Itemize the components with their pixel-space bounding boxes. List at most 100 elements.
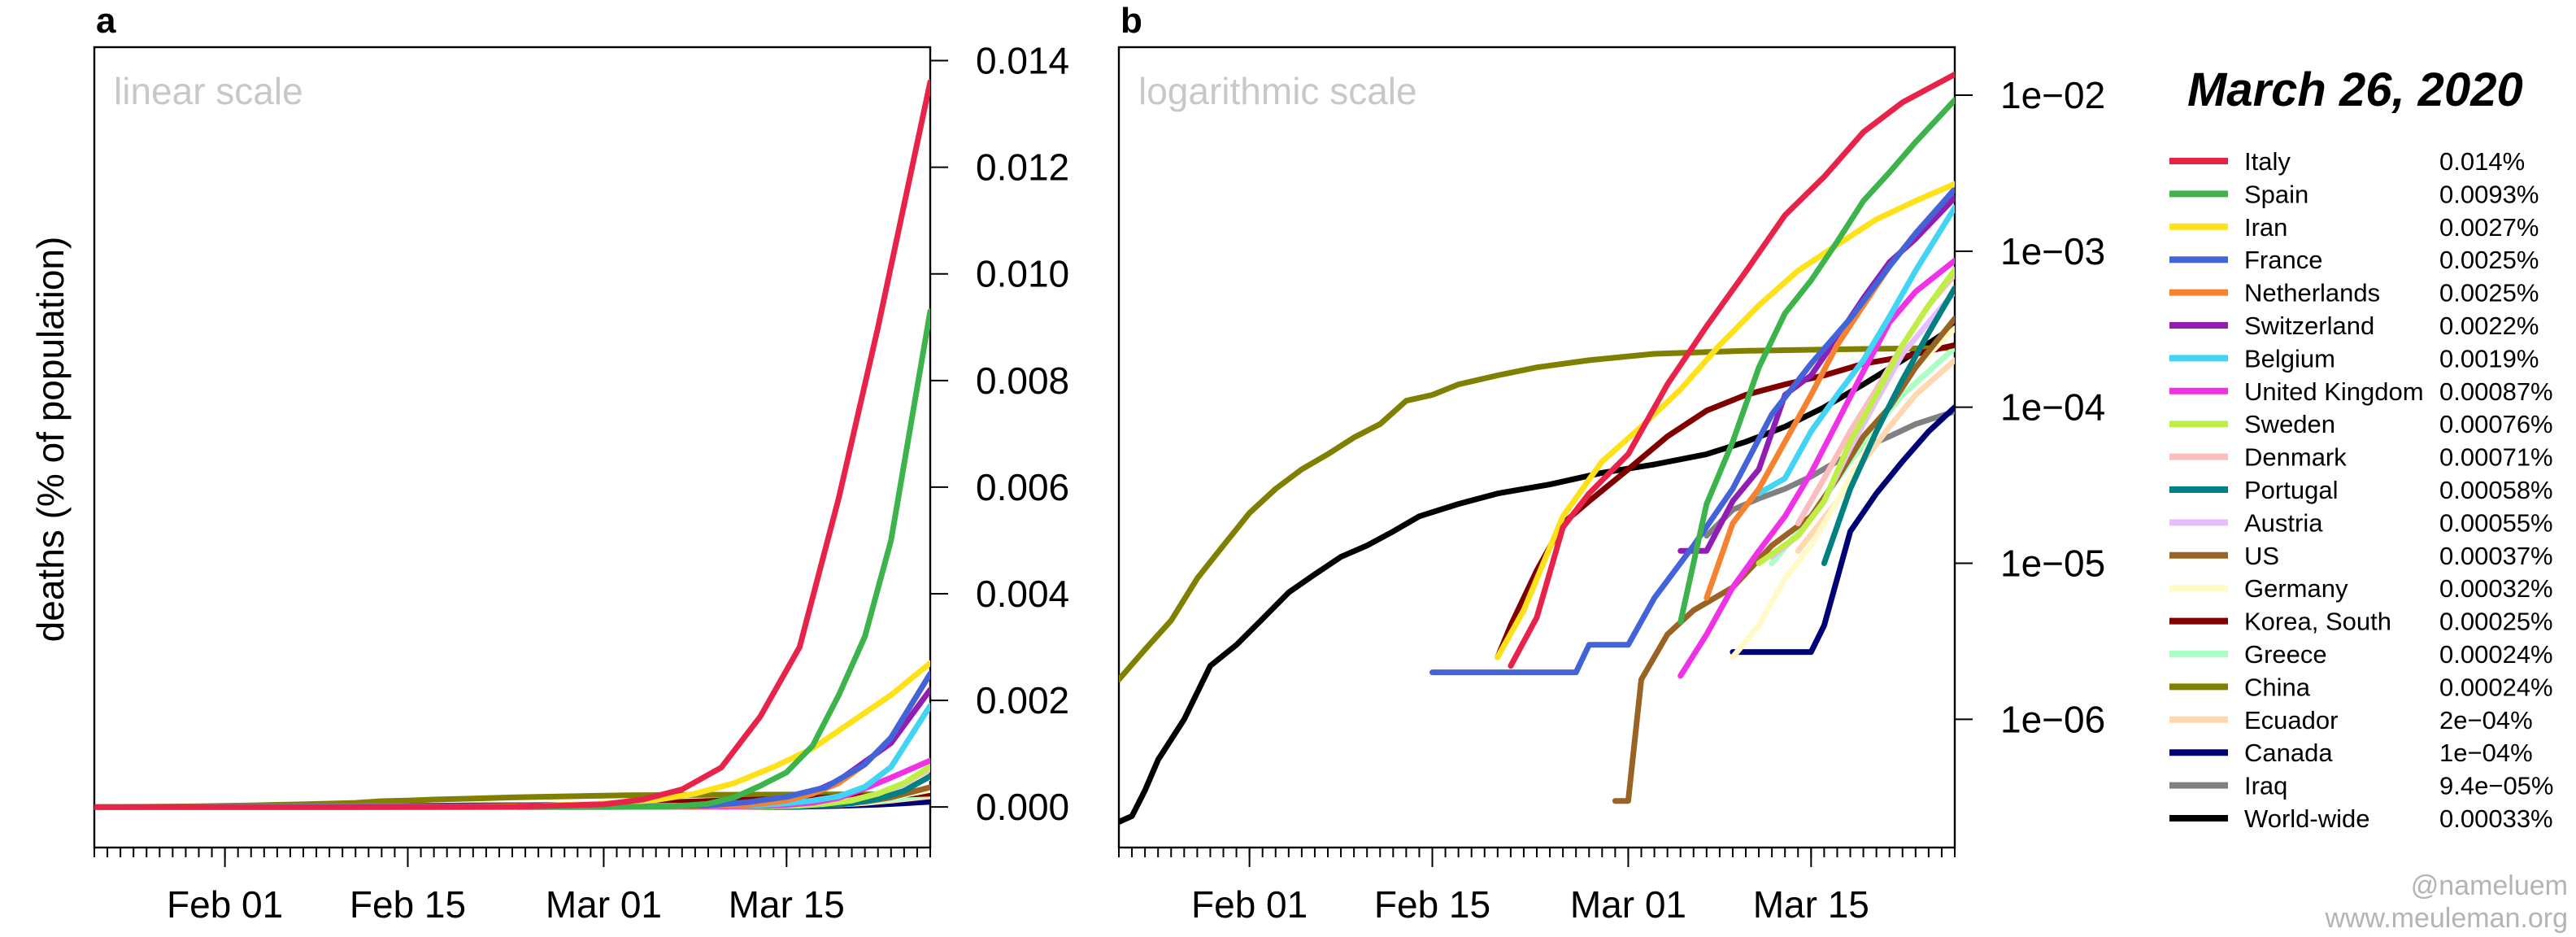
panel-letter-b: b <box>1120 1 1142 41</box>
y-tick-label: 1e−03 <box>2000 230 2105 272</box>
panel-letter-a: a <box>96 1 116 41</box>
x-tick-label: Feb 15 <box>1374 883 1490 926</box>
legend-label-germany: Germany <box>2244 574 2348 603</box>
series-line-portugal <box>1821 285 1955 566</box>
series-line-belgium <box>1756 204 1955 497</box>
panel-a-scale-label: linear scale <box>114 70 303 112</box>
legend-value-china: 0.00024% <box>2439 673 2553 701</box>
y-tick-label: 1e−06 <box>2000 698 2105 740</box>
series-line-netherlands <box>94 670 930 810</box>
legend-value-netherlands: 0.0025% <box>2439 279 2539 307</box>
y-axis-label: deaths (% of population) <box>29 237 72 643</box>
y-tick-label: 0.010 <box>976 253 1069 295</box>
legend-value-portugal: 0.00058% <box>2439 476 2553 504</box>
x-tick-label: Mar 15 <box>1753 883 1869 926</box>
series-line-france <box>94 670 930 810</box>
x-tick-label: Mar 15 <box>729 883 845 926</box>
legend-label-world-wide: World-wide <box>2244 804 2369 833</box>
series-line-france <box>1429 186 1955 676</box>
legend-items: Italy 0.014% Spain 0.0093% Iran 0.0027% France… <box>2169 147 2553 833</box>
series-line-world-wide <box>1119 323 1955 825</box>
legend: March 26, 2020 Italy 0.014% Spain 0.0093% Ir… <box>2169 63 2553 833</box>
legend-value-france: 0.0025% <box>2439 246 2539 274</box>
legend-label-italy: Italy <box>2244 147 2291 176</box>
series-line-italy <box>94 79 930 810</box>
series-line-iran <box>94 660 930 810</box>
legend-label-portugal: Portugal <box>2244 476 2338 504</box>
y-tick-label: 0.004 <box>976 573 1069 615</box>
legend-label-sweden: Sweden <box>2244 410 2335 438</box>
y-tick-label: 0.006 <box>976 466 1069 508</box>
y-tick-label: 0.002 <box>976 679 1069 721</box>
legend-label-denmark: Denmark <box>2244 443 2347 472</box>
legend-label-france: France <box>2244 246 2322 274</box>
panel-b-y-axis: 1e−06 1e−05 1e−04 1e−03 1e−02 <box>1955 74 2105 740</box>
panel-a-linear: linear scale Feb 01 Feb 15 Mar 01 Mar 15 0.… <box>93 40 1069 926</box>
panel-a-series-lines <box>94 79 930 810</box>
legend-value-switzerland: 0.0022% <box>2439 312 2539 340</box>
legend-title: March 26, 2020 <box>2187 63 2523 116</box>
series-line-canada <box>1730 404 1955 656</box>
legend-value-denmark: 0.00071% <box>2439 443 2553 472</box>
credit-site: www.meuleman.org <box>2324 903 2568 934</box>
legend-value-spain: 0.0093% <box>2439 180 2539 208</box>
x-tick-label: Feb 01 <box>167 883 283 926</box>
legend-value-iran: 0.0027% <box>2439 213 2539 242</box>
series-line-iran <box>1495 181 1955 660</box>
series-line-spain <box>94 308 930 810</box>
panel-b-scale-label: logarithmic scale <box>1138 70 1417 112</box>
legend-label-us: US <box>2244 542 2279 570</box>
series-line-switzerland <box>94 686 930 810</box>
y-tick-label: 0.014 <box>976 40 1069 82</box>
panel-a-y-axis: 0.000 0.002 0.004 0.006 0.008 0.010 0.012 0.014 <box>930 40 1069 828</box>
legend-value-ecuador: 2e−04% <box>2439 706 2533 734</box>
legend-label-iran: Iran <box>2244 213 2287 242</box>
x-tick-label: Mar 01 <box>546 883 662 926</box>
legend-value-sweden: 0.00076% <box>2439 410 2553 438</box>
legend-label-ecuador: Ecuador <box>2244 706 2338 734</box>
y-tick-label: 0.000 <box>976 786 1069 828</box>
legend-value-italy: 0.014% <box>2439 147 2525 176</box>
legend-value-world-wide: 0.00033% <box>2439 804 2553 833</box>
x-tick-label: Mar 01 <box>1570 883 1686 926</box>
legend-label-iraq: Iraq <box>2244 772 2287 800</box>
y-tick-label: 1e−05 <box>2000 543 2105 585</box>
legend-value-greece: 0.00024% <box>2439 640 2553 669</box>
legend-label-austria: Austria <box>2244 508 2323 537</box>
series-line-united-kingdom <box>1677 257 1955 679</box>
credit-handle: @nameluem <box>2411 870 2568 901</box>
series-line-china <box>1119 345 1955 682</box>
legend-label-korea-south: Korea, South <box>2244 608 2391 636</box>
legend-value-belgium: 0.0019% <box>2439 344 2539 373</box>
panel-a-frame <box>93 46 932 849</box>
legend-value-canada: 1e−04% <box>2439 739 2533 767</box>
y-tick-label: 1e−02 <box>2000 74 2105 116</box>
legend-label-belgium: Belgium <box>2244 344 2335 373</box>
series-line-italy <box>1508 71 1955 669</box>
y-tick-label: 0.012 <box>976 146 1069 189</box>
legend-label-switzerland: Switzerland <box>2244 312 2374 340</box>
legend-value-us: 0.00037% <box>2439 542 2553 570</box>
legend-label-china: China <box>2244 673 2311 701</box>
panel-b-x-axis: Feb 01 Feb 15 Mar 01 Mar 15 <box>1118 848 1956 926</box>
y-tick-label: 0.008 <box>976 360 1069 402</box>
legend-value-korea-south: 0.00025% <box>2439 608 2553 636</box>
legend-value-germany: 0.00032% <box>2439 574 2553 603</box>
legend-value-united-kingdom: 0.00087% <box>2439 377 2553 406</box>
x-tick-label: Feb 15 <box>350 883 466 926</box>
panel-b-series-lines <box>1119 71 1955 825</box>
legend-label-spain: Spain <box>2244 180 2308 208</box>
panel-a-x-axis: Feb 01 Feb 15 Mar 01 Mar 15 <box>94 848 931 926</box>
panel-b-log: logarithmic scale Feb 01 Feb 15 Mar 01 Mar … <box>1117 46 2105 926</box>
legend-value-iraq: 9.4e−05% <box>2439 772 2553 800</box>
series-line-spain <box>1677 97 1955 625</box>
x-tick-label: Feb 01 <box>1191 883 1308 926</box>
legend-label-netherlands: Netherlands <box>2244 279 2380 307</box>
y-tick-label: 1e−04 <box>2000 386 2105 429</box>
legend-label-canada: Canada <box>2244 739 2333 767</box>
series-line-sweden <box>1756 267 1955 566</box>
legend-value-austria: 0.00055% <box>2439 508 2553 537</box>
legend-label-greece: Greece <box>2244 640 2327 669</box>
legend-label-united-kingdom: United Kingdom <box>2244 377 2424 406</box>
